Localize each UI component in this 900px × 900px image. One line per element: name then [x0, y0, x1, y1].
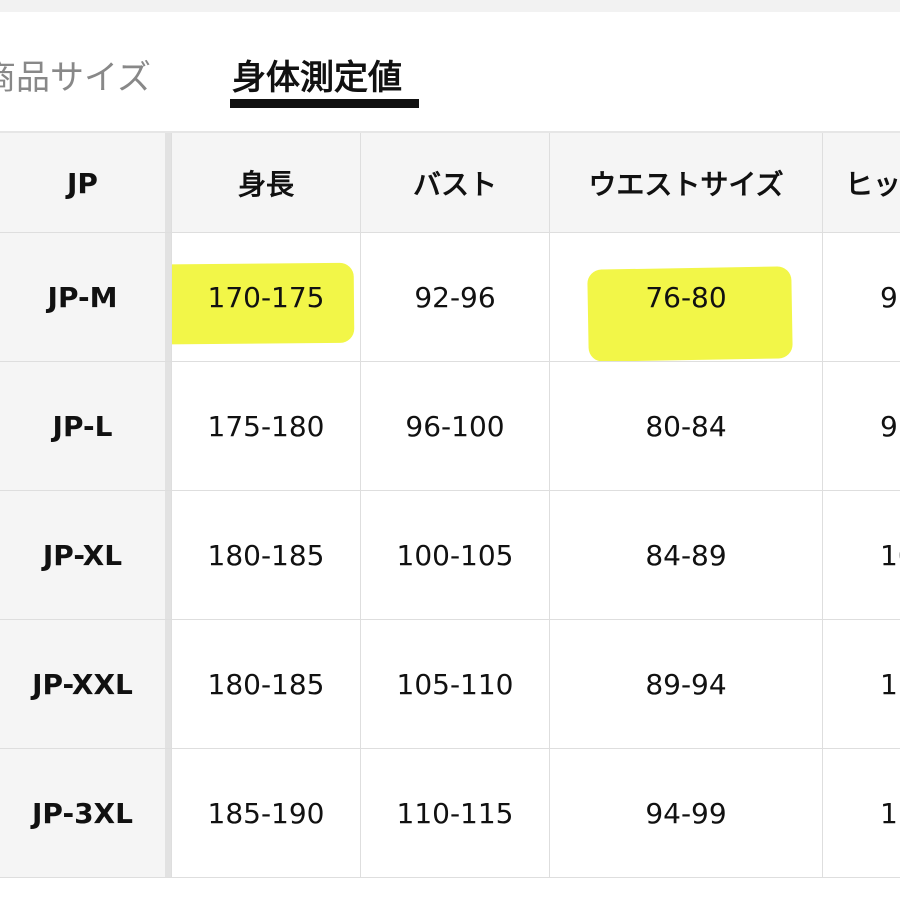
first-col-bg — [0, 133, 165, 878]
value-cell: 100-105 — [396, 539, 514, 572]
grid-line — [549, 133, 550, 878]
value-cell: 9 — [880, 281, 898, 314]
tab-body-measurement[interactable]: 身体測定値 — [232, 58, 402, 98]
row-label: JP-3XL — [32, 797, 133, 830]
header-cell: ヒッ — [845, 168, 900, 201]
value-cell: 92-96 — [414, 281, 496, 314]
value-cell: 76-80 — [645, 281, 727, 314]
grid-line — [0, 619, 900, 620]
header-cell: JP — [67, 166, 98, 200]
value-cell: 94-99 — [645, 797, 727, 830]
value-cell: 180-185 — [207, 668, 325, 701]
value-cell: 170-175 — [207, 281, 325, 314]
grid-line — [0, 490, 900, 491]
value-cell: 80-84 — [645, 410, 727, 443]
col-separator — [165, 133, 172, 878]
value-cell: 105-110 — [396, 668, 514, 701]
value-cell: 96-100 — [405, 410, 505, 443]
value-cell: 110-115 — [396, 797, 514, 830]
row-label: JP-XXL — [32, 668, 133, 701]
header-cell: バスト — [412, 168, 497, 201]
grid-line — [0, 877, 900, 878]
value-cell: 10 — [880, 539, 900, 572]
value-cell: 89-94 — [645, 668, 727, 701]
tab-product-size[interactable]: 商品サイズ — [0, 58, 151, 98]
grid-line — [0, 361, 900, 362]
grid-line — [171, 133, 172, 878]
header-cell: 身長 — [237, 168, 294, 201]
row-label: JP-L — [52, 410, 113, 443]
value-cell: 84-89 — [645, 539, 727, 572]
grid-line — [0, 748, 900, 749]
value-cell: 9 — [880, 410, 898, 443]
row-label: JP-XL — [42, 539, 123, 572]
top-band — [0, 0, 900, 12]
tabs-divider — [0, 131, 900, 133]
grid-line — [0, 232, 900, 233]
row-label: JP-M — [47, 281, 118, 314]
value-cell: 180-185 — [207, 539, 325, 572]
header-cell: ウエストサイズ — [588, 168, 784, 201]
value-cell: 175-180 — [207, 410, 325, 443]
tab-underline — [230, 99, 419, 108]
value-cell: 1 — [880, 668, 898, 701]
grid-line — [360, 133, 361, 878]
value-cell: 1 — [880, 797, 898, 830]
grid-line — [822, 133, 823, 878]
value-cell: 185-190 — [207, 797, 325, 830]
